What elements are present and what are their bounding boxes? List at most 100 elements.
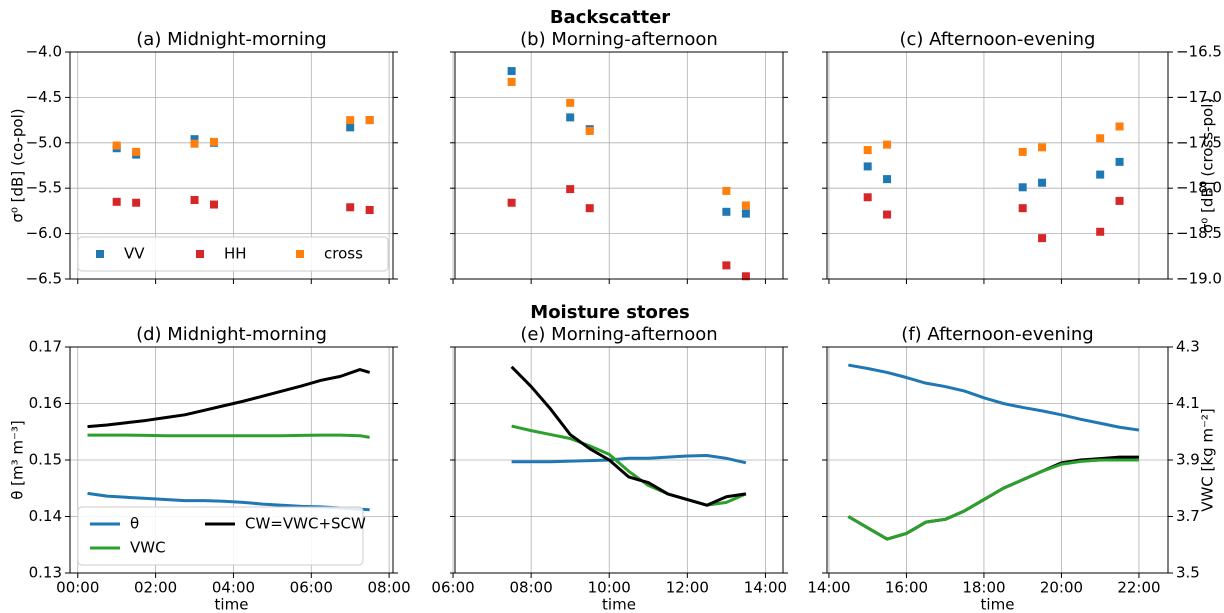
point — [112, 141, 121, 150]
point — [883, 140, 892, 149]
section-title: Moisture stores — [530, 302, 689, 323]
panel-title: (d) Midnight-morning — [136, 324, 327, 345]
point — [507, 198, 516, 207]
legend-marker — [196, 250, 204, 258]
line — [511, 453, 747, 465]
frame — [69, 51, 394, 280]
y2-tick-label: −18.5 — [1176, 224, 1222, 242]
point — [209, 200, 218, 209]
point — [585, 126, 594, 135]
point — [209, 137, 218, 146]
y-tick-label: 0.14 — [29, 507, 62, 525]
point — [190, 139, 199, 148]
point — [507, 77, 516, 86]
point — [1018, 183, 1027, 192]
y-tick-label: −6.0 — [26, 224, 62, 242]
point — [132, 147, 141, 156]
x-tick-label: 16:00 — [885, 579, 928, 597]
x-axis-label: time — [981, 596, 1015, 613]
legend-label: CW=VWC+SCW — [245, 515, 366, 533]
point — [1096, 134, 1105, 143]
point — [132, 198, 141, 207]
line — [87, 433, 370, 439]
x-tick-label: 12:00 — [666, 579, 709, 597]
point — [1096, 227, 1105, 236]
point — [741, 201, 750, 210]
point — [1115, 196, 1124, 205]
line — [510, 365, 747, 507]
line — [847, 455, 1139, 541]
x-tick-label: 14:00 — [744, 579, 787, 597]
y2-tick-label: −18.0 — [1176, 179, 1222, 197]
y-axis-label: σ⁰ [dB] (co-pol) — [9, 108, 27, 222]
x-tick-label: 06:00 — [431, 579, 474, 597]
y2-tick-label: 3.9 — [1176, 451, 1200, 469]
frame — [69, 346, 394, 574]
x-tick-label: 02:00 — [134, 579, 177, 597]
y-tick-label: −4.5 — [26, 88, 62, 106]
y2-tick-label: 3.7 — [1176, 507, 1200, 525]
point — [722, 186, 731, 195]
point — [346, 116, 355, 125]
point — [722, 207, 731, 216]
y-tick-label: 0.17 — [29, 338, 62, 356]
point — [883, 210, 892, 219]
point — [863, 146, 872, 155]
x-axis-label: time — [215, 596, 249, 613]
frame — [454, 346, 784, 574]
frame — [454, 51, 784, 280]
line — [847, 458, 1139, 541]
y2-tick-label: 4.1 — [1176, 394, 1200, 412]
x-tick-label: 18:00 — [962, 579, 1005, 597]
y2-tick-label: 4.3 — [1176, 338, 1200, 356]
x-tick-label: 10:00 — [588, 579, 631, 597]
panel-title: (f) Afternoon-evening — [901, 324, 1093, 345]
x-tick-label: 22:00 — [1117, 579, 1160, 597]
point — [566, 113, 575, 122]
y-axis-label: θ [m³ m⁻³] — [9, 420, 27, 500]
y2-axis-label: σ⁰ [dB] (cross-pol) — [1199, 98, 1217, 233]
frame — [826, 51, 1169, 280]
point — [1038, 234, 1047, 243]
y-tick-label: −4.0 — [26, 43, 62, 61]
point — [190, 196, 199, 205]
y2-tick-label: −16.5 — [1176, 43, 1222, 61]
frame — [826, 346, 1169, 574]
point — [365, 116, 374, 125]
panel-title: (e) Morning-afternoon — [520, 324, 717, 345]
point — [566, 185, 575, 194]
point — [112, 197, 121, 206]
point — [741, 272, 750, 281]
x-tick-label: 20:00 — [1040, 579, 1083, 597]
point — [863, 193, 872, 202]
legend-marker — [96, 250, 104, 258]
point — [1038, 143, 1047, 152]
line — [87, 368, 371, 429]
point — [1038, 178, 1047, 187]
point — [346, 123, 355, 132]
point — [883, 175, 892, 184]
point — [566, 98, 575, 107]
point — [722, 261, 731, 270]
legend-label: θ — [130, 515, 139, 533]
line — [848, 363, 1140, 432]
legend-label: HH — [224, 245, 247, 263]
y2-tick-label: 3.5 — [1176, 564, 1200, 582]
panel-title: (c) Afternoon-evening — [900, 29, 1096, 50]
x-tick-label: 14:00 — [807, 579, 850, 597]
point — [365, 205, 374, 214]
point — [863, 162, 872, 171]
point — [507, 67, 516, 76]
y2-axis-label: VWC [kg m⁻²] — [1199, 408, 1217, 512]
point — [1096, 170, 1105, 179]
section-title: Backscatter — [550, 7, 670, 28]
point — [1018, 204, 1027, 213]
point — [741, 209, 750, 218]
x-tick-label: 06:00 — [290, 579, 333, 597]
point — [1115, 157, 1124, 166]
x-axis-label: time — [602, 596, 636, 613]
legend-box — [77, 506, 364, 566]
y-tick-label: −6.5 — [26, 270, 62, 288]
point — [1115, 122, 1124, 131]
